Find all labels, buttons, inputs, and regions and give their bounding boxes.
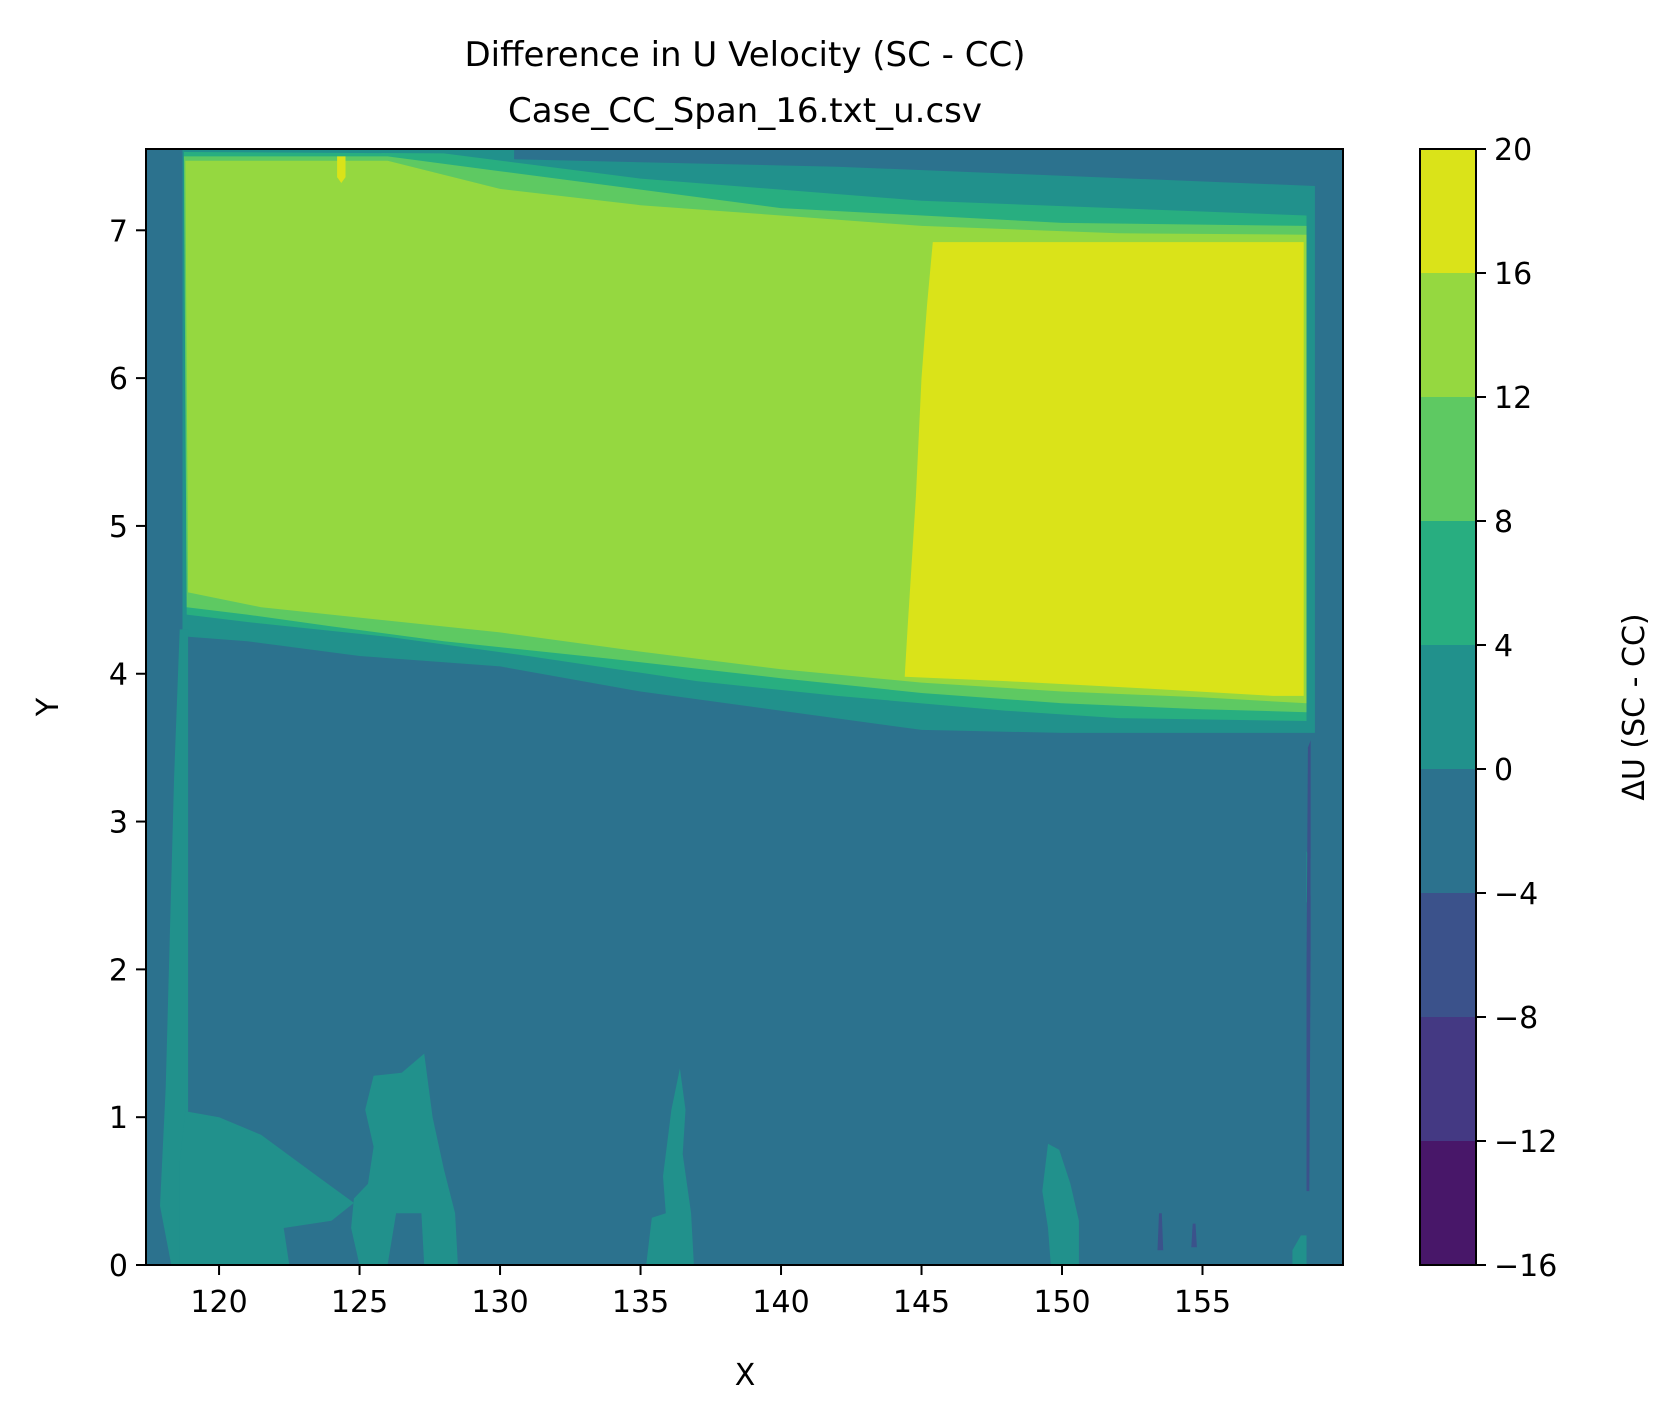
colorbar-tick-label: −12 — [1494, 1125, 1557, 1160]
contour-region-left-boundary-strip — [160, 629, 189, 1265]
x-tick-label: 140 — [752, 1285, 809, 1320]
x-tick-label: 155 — [1174, 1285, 1231, 1320]
y-tick-label: 3 — [109, 806, 128, 841]
colorbar-tick-label: 0 — [1494, 753, 1513, 788]
y-tick-label: 7 — [109, 214, 128, 249]
colorbar-band — [1420, 1141, 1476, 1265]
y-tick-label: 6 — [109, 362, 128, 397]
contour-regions — [160, 149, 1315, 1265]
y-tick-label: 5 — [109, 510, 128, 545]
colorbar-band — [1420, 893, 1476, 1017]
plot-area — [146, 149, 1343, 1265]
x-axis: 120 125 130 135 140 145 150 155 — [190, 1265, 1231, 1320]
colorbar-tick-label: −8 — [1494, 1001, 1538, 1036]
y-tick-label: 4 — [109, 658, 128, 693]
colorbar-tick-label: 12 — [1494, 381, 1532, 416]
colorbar-band — [1420, 149, 1476, 273]
colorbar-tick-label: 16 — [1494, 257, 1532, 292]
contour-region-lower-plume-1 — [351, 1053, 458, 1265]
colorbar-frame — [1419, 148, 1477, 1266]
contour-region-lower-plume-2 — [646, 1068, 694, 1265]
colorbar-tick-label: 20 — [1494, 133, 1532, 168]
x-tick-label: 120 — [190, 1285, 247, 1320]
y-axis-label: Y — [31, 697, 66, 717]
x-tick-label: 150 — [1033, 1285, 1090, 1320]
colorbar-tick-label: 4 — [1494, 629, 1513, 664]
y-axis: 0 1 2 3 4 5 6 7 — [109, 214, 146, 1284]
colorbar: −16 −12 −8 −4 0 4 8 12 16 20 — [1419, 133, 1557, 1284]
x-tick-label: 135 — [612, 1285, 669, 1320]
chart-title: Difference in U Velocity (SC - CC) — [465, 35, 1026, 75]
contour-region-lower-right-corner — [1292, 1235, 1307, 1265]
x-tick-label: 130 — [471, 1285, 528, 1320]
y-tick-label: 2 — [109, 953, 128, 988]
colorbar-band — [1420, 273, 1476, 397]
contour-region-small-dip-2 — [1191, 1223, 1197, 1248]
contour-region-max-spike-1 — [337, 156, 346, 183]
colorbar-band — [1420, 521, 1476, 645]
contour-region-small-dip-1 — [1157, 1213, 1164, 1251]
contour-region-right-edge-dip — [1306, 740, 1311, 1192]
colorbar-tick-label: −4 — [1494, 877, 1538, 912]
y-tick-label: 1 — [109, 1101, 128, 1136]
contour-region-lower-left-region — [179, 1111, 354, 1265]
x-tick-label: 145 — [893, 1285, 950, 1320]
y-tick-label: 0 — [109, 1249, 128, 1284]
colorbar-label: ΔU (SC - CC) — [1617, 613, 1652, 800]
contour-region-lower-plume-3 — [1042, 1143, 1079, 1265]
colorbar-band — [1420, 645, 1476, 769]
colorbar-ticks: −16 −12 −8 −4 0 4 8 12 16 20 — [1476, 133, 1557, 1284]
colorbar-band — [1420, 397, 1476, 521]
contour-region-upper-right-max — [904, 242, 1304, 696]
chart-subtitle: Case_CC_Span_16.txt_u.csv — [508, 91, 982, 131]
colorbar-bands — [1420, 149, 1476, 1265]
colorbar-tick-label: 8 — [1494, 505, 1513, 540]
colorbar-tick-label: −16 — [1494, 1249, 1557, 1284]
colorbar-band — [1420, 1017, 1476, 1141]
colorbar-band — [1420, 769, 1476, 893]
plot-frame — [145, 148, 1344, 1266]
x-axis-label: X — [735, 1358, 756, 1393]
x-tick-label: 125 — [331, 1285, 388, 1320]
